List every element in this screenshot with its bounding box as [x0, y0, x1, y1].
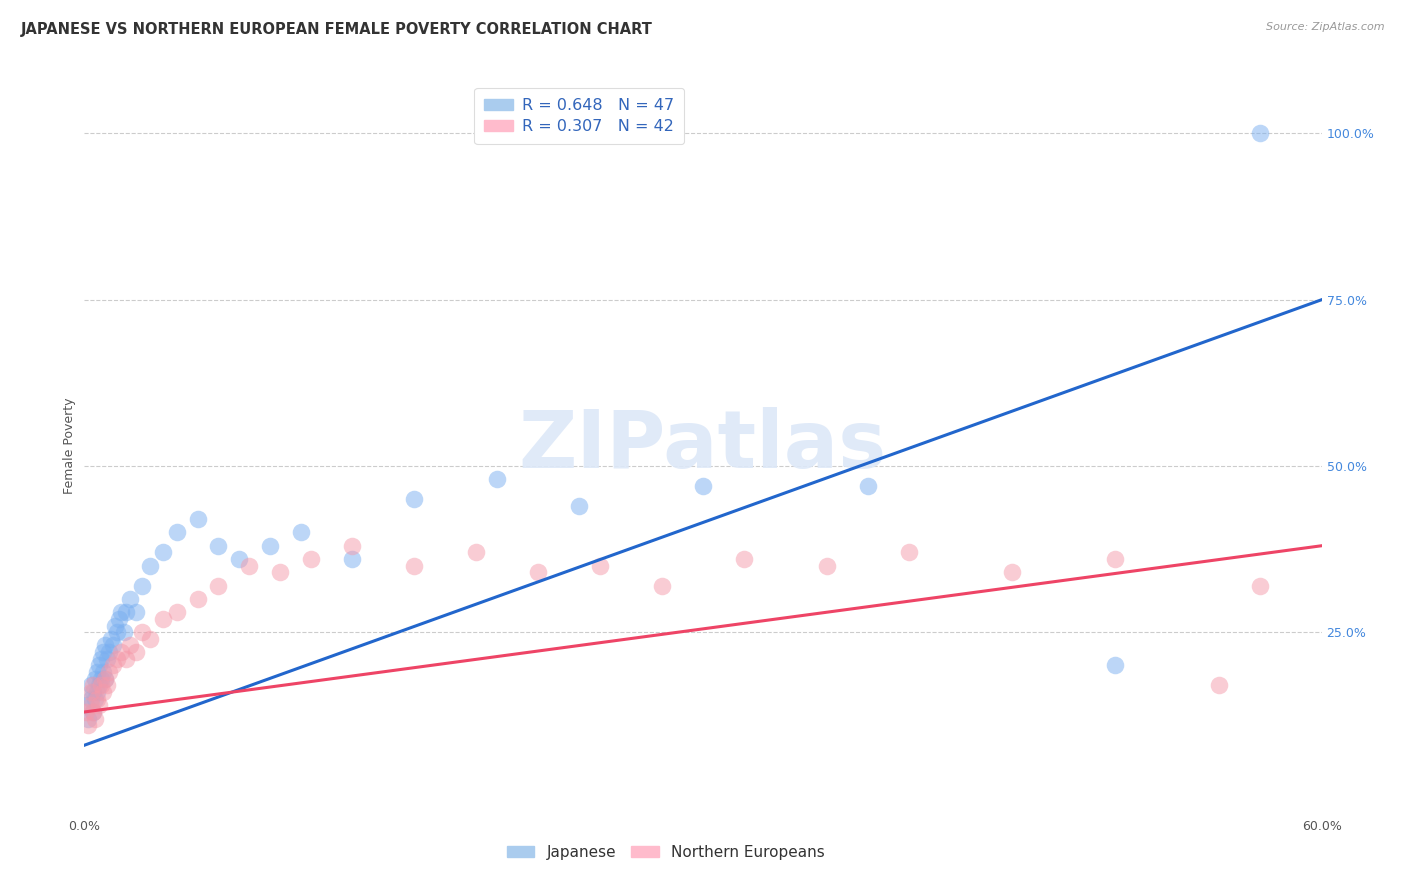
Point — [110, 645, 132, 659]
Point — [187, 512, 209, 526]
Point — [94, 672, 117, 686]
Point — [139, 632, 162, 646]
Point — [1249, 579, 1271, 593]
Point — [103, 658, 125, 673]
Point — [86, 665, 108, 679]
Point — [118, 639, 141, 653]
Point — [86, 691, 108, 706]
Point — [110, 605, 132, 619]
Point — [207, 579, 229, 593]
Point — [105, 652, 128, 666]
Point — [86, 685, 108, 699]
Point — [856, 479, 879, 493]
Point — [82, 678, 104, 692]
Point — [77, 712, 100, 726]
Point — [733, 552, 755, 566]
Point — [207, 539, 229, 553]
Point — [82, 705, 104, 719]
Text: JAPANESE VS NORTHERN EUROPEAN FEMALE POVERTY CORRELATION CHART: JAPANESE VS NORTHERN EUROPEAN FEMALE POV… — [21, 22, 652, 37]
Point — [1249, 127, 1271, 141]
Point — [589, 558, 612, 573]
Point — [166, 525, 188, 540]
Point — [269, 566, 291, 580]
Point — [404, 558, 426, 573]
Point — [90, 652, 112, 666]
Point — [90, 672, 112, 686]
Point — [83, 672, 105, 686]
Point — [152, 612, 174, 626]
Point — [100, 632, 122, 646]
Point — [898, 545, 921, 559]
Point — [651, 579, 673, 593]
Point — [83, 691, 105, 706]
Point — [1104, 658, 1126, 673]
Point — [125, 605, 148, 619]
Point — [290, 525, 312, 540]
Point — [91, 685, 114, 699]
Point — [131, 579, 153, 593]
Point — [83, 712, 105, 726]
Point — [1001, 566, 1024, 580]
Point — [342, 552, 364, 566]
Point — [1208, 678, 1230, 692]
Point — [94, 672, 117, 686]
Point — [75, 705, 97, 719]
Text: ZIPatlas: ZIPatlas — [519, 407, 887, 485]
Point — [568, 499, 591, 513]
Point — [90, 678, 112, 692]
Point — [112, 625, 135, 640]
Y-axis label: Female Poverty: Female Poverty — [63, 398, 76, 494]
Point — [105, 625, 128, 640]
Point — [79, 691, 101, 706]
Point — [79, 678, 101, 692]
Point — [114, 605, 136, 619]
Legend: Japanese, Northern Europeans: Japanese, Northern Europeans — [501, 839, 831, 866]
Point — [98, 665, 121, 679]
Point — [103, 639, 125, 653]
Point — [166, 605, 188, 619]
Point — [82, 685, 104, 699]
Point — [79, 685, 101, 699]
Point — [527, 566, 550, 580]
Point — [87, 658, 110, 673]
Point — [125, 645, 148, 659]
Point — [465, 545, 488, 559]
Point — [96, 652, 118, 666]
Point — [118, 591, 141, 606]
Point — [299, 552, 322, 566]
Point — [228, 552, 250, 566]
Point — [87, 678, 110, 692]
Point — [91, 665, 114, 679]
Point — [152, 545, 174, 559]
Point — [342, 539, 364, 553]
Point — [75, 698, 97, 713]
Text: Source: ZipAtlas.com: Source: ZipAtlas.com — [1267, 22, 1385, 32]
Point — [259, 539, 281, 553]
Point — [77, 718, 100, 732]
Point — [114, 652, 136, 666]
Point — [131, 625, 153, 640]
Point — [404, 492, 426, 507]
Point — [94, 639, 117, 653]
Point — [187, 591, 209, 606]
Point — [98, 645, 121, 659]
Point — [79, 698, 101, 713]
Point — [815, 558, 838, 573]
Point — [238, 558, 260, 573]
Point — [139, 558, 162, 573]
Point — [82, 705, 104, 719]
Point — [692, 479, 714, 493]
Point — [104, 618, 127, 632]
Point — [108, 612, 131, 626]
Point — [1104, 552, 1126, 566]
Point — [91, 645, 114, 659]
Point — [96, 678, 118, 692]
Point — [485, 472, 508, 486]
Point — [87, 698, 110, 713]
